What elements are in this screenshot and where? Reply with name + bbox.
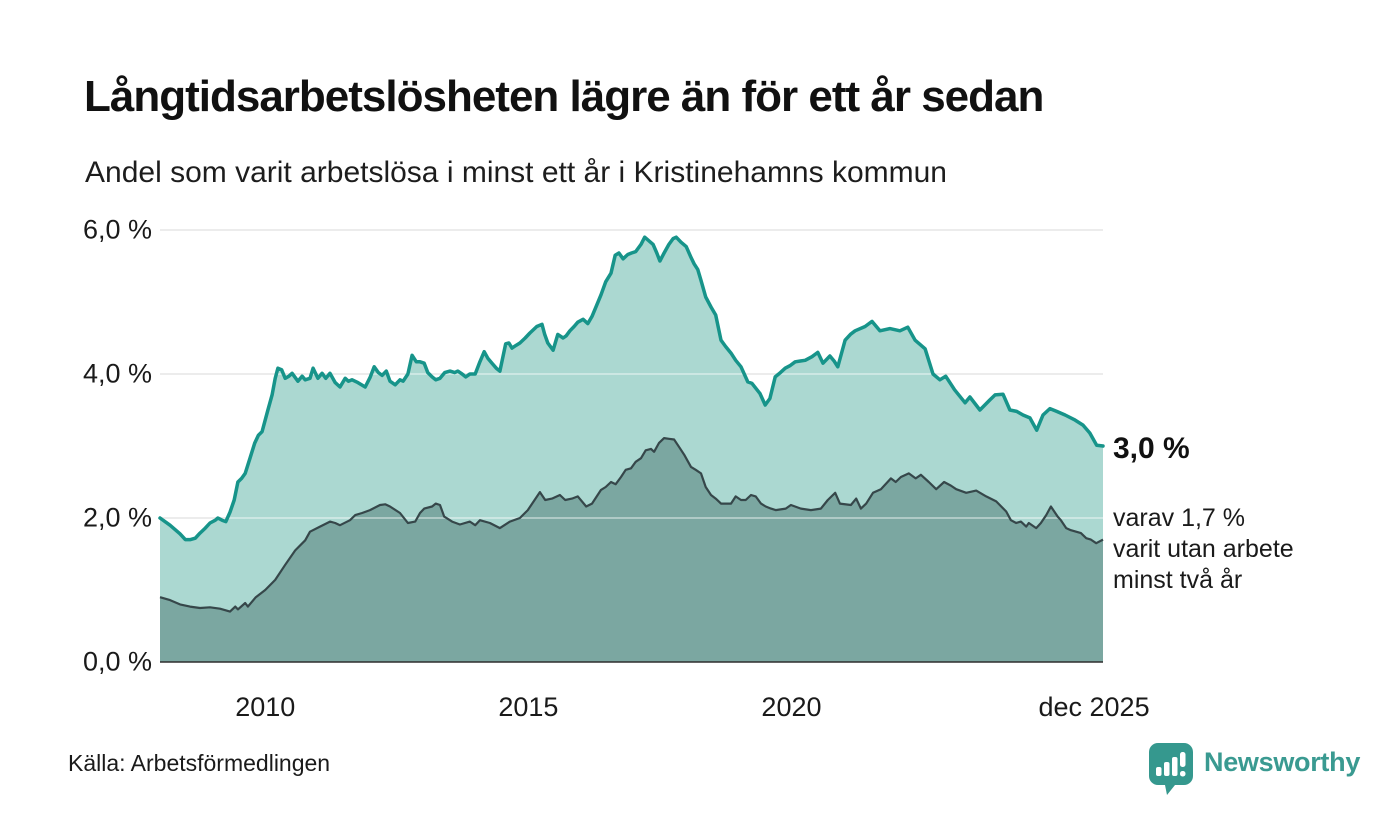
x-axis-tick-label: dec 2025 <box>1038 692 1150 722</box>
secondary-value-label: varav 1,7 % varit utan arbete minst två … <box>1113 504 1294 594</box>
logo-bar-2 <box>1164 762 1170 776</box>
logo-bubble <box>1149 743 1193 795</box>
latest-value-label: 3,0 % <box>1113 432 1190 465</box>
y-axis-tick-label: 0,0 % <box>82 646 152 677</box>
y-axis-tick-label: 6,0 % <box>82 214 152 245</box>
newsworthy-logo: Newsworthy <box>1146 742 1360 796</box>
chart-subtitle: Andel som varit arbetslösa i minst ett å… <box>85 156 947 189</box>
x-axis-tick-label: 2010 <box>235 692 296 722</box>
logo-bar-1 <box>1156 767 1162 776</box>
x-axis-tick-label: 2020 <box>761 692 822 722</box>
source-text: Källa: Arbetsförmedlingen <box>68 750 331 776</box>
line-two-years <box>159 437 1104 613</box>
x-axis-tick-label: 2015 <box>498 692 559 722</box>
logo-bar-3 <box>1172 757 1178 776</box>
logo-exclamation-bar <box>1180 752 1186 767</box>
y-axis-tick-label: 4,0 % <box>82 358 152 389</box>
area-two-years <box>160 438 1103 662</box>
y-axis-tick-label: 2,0 % <box>82 502 152 533</box>
newsworthy-logo-icon <box>1149 743 1193 795</box>
line-total <box>158 235 1105 542</box>
logo-exclamation-dot <box>1180 771 1186 777</box>
page-title: Långtidsarbetslösheten lägre än för ett … <box>84 72 1044 121</box>
newsworthy-logo-text: Newsworthy <box>1204 747 1361 777</box>
